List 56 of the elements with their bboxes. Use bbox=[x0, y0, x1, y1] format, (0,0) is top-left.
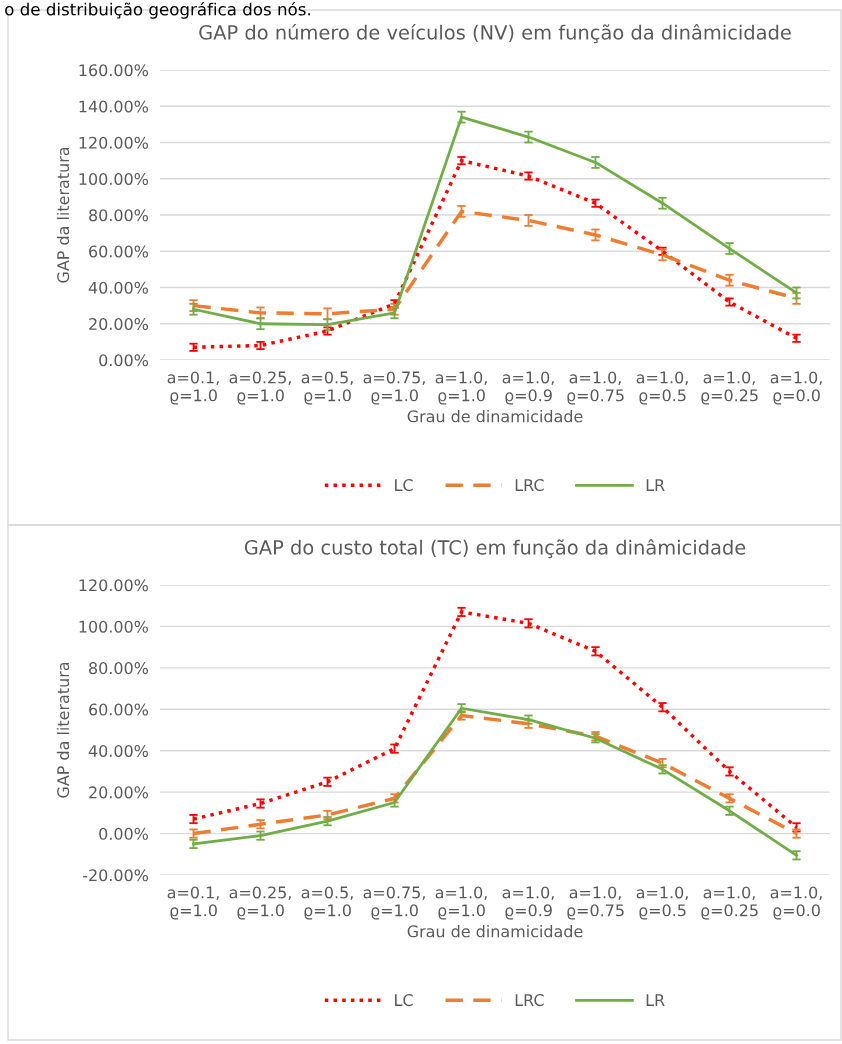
x-tick-label: a=0.25, ϱ=1.0 bbox=[229, 886, 291, 920]
x-tick-label: a=0.1, ϱ=1.0 bbox=[167, 886, 219, 920]
y-tick-label: 120.00% bbox=[79, 579, 149, 592]
legend-label: LRC bbox=[515, 479, 544, 492]
x-tick-label: a=0.25, ϱ=1.0 bbox=[229, 371, 291, 405]
line-series bbox=[192, 706, 798, 857]
legend-label: LC bbox=[395, 994, 413, 1007]
x-axis-title: Grau de dinamicidade bbox=[407, 925, 583, 938]
y-tick-label: 80.00% bbox=[89, 209, 149, 222]
x-tick-label: a=1.0, ϱ=0.25 bbox=[701, 886, 758, 920]
line-series bbox=[191, 209, 799, 316]
x-tick-label: a=1.0, ϱ=0.75 bbox=[567, 371, 624, 405]
x-tick-label: a=1.0, ϱ=0.5 bbox=[636, 886, 688, 920]
y-tick-label: 100.00% bbox=[79, 172, 149, 186]
y-tick-label: 100.00% bbox=[79, 620, 149, 633]
x-tick-label: a=1.0, ϱ=0.75 bbox=[567, 886, 624, 920]
y-tick-label: 40.00% bbox=[88, 281, 149, 294]
y-tick-label: 0.00% bbox=[99, 354, 149, 367]
x-tick-label: a=1.0, ϱ=0.9 bbox=[502, 886, 554, 920]
legend-label: LR bbox=[646, 479, 665, 491]
line-series bbox=[192, 115, 798, 327]
line-series bbox=[191, 158, 799, 350]
y-tick-label: 60.00% bbox=[89, 703, 149, 716]
y-tick-label: 140.00% bbox=[79, 100, 149, 113]
line-series bbox=[191, 713, 799, 836]
legend-label: LR bbox=[646, 994, 665, 1006]
x-tick-label: a=1.0, ϱ=0.0 bbox=[770, 371, 822, 405]
x-tick-label: a=0.5, ϱ=1.0 bbox=[301, 886, 353, 920]
x-tick-label: a=1.0, ϱ=0.5 bbox=[636, 371, 688, 405]
legend-label: LC bbox=[395, 479, 413, 492]
y-axis-title: GAP da literatura bbox=[56, 147, 70, 283]
y-tick-label: 0.00% bbox=[99, 827, 149, 840]
x-tick-label: a=1.0, ϱ=1.0 bbox=[435, 371, 487, 405]
legend-label: LRC bbox=[515, 994, 544, 1007]
chart-title: GAP do número de veículos (NV) em função da dinâmicidade bbox=[199, 23, 791, 44]
y-tick-label: 40.00% bbox=[88, 744, 149, 758]
line-series bbox=[191, 610, 799, 830]
y-axis-title: GAP da literatura bbox=[56, 662, 70, 798]
x-tick-label: a=1.0, ϱ=0.0 bbox=[770, 886, 822, 920]
y-tick-label: 160.00% bbox=[79, 64, 149, 77]
y-tick-label: 80.00% bbox=[89, 662, 149, 675]
y-tick-label: 20.00% bbox=[89, 786, 149, 799]
y-tick-label: 60.00% bbox=[89, 245, 149, 258]
x-tick-label: a=1.0, ϱ=0.25 bbox=[701, 371, 758, 405]
y-tick-label: -20.00% bbox=[83, 869, 149, 882]
x-axis-title: Grau de dinamicidade bbox=[407, 410, 583, 423]
text: o de distribuição geográfica dos nós. bbox=[5, 2, 310, 19]
x-tick-label: a=0.5, ϱ=1.0 bbox=[301, 371, 353, 405]
x-tick-label: a=1.0, ϱ=0.9 bbox=[502, 371, 554, 405]
chart-title: GAP do custo total (TC) em função da dinâmicidade bbox=[244, 538, 746, 559]
y-tick-label: 20.00% bbox=[89, 317, 149, 331]
x-tick-label: a=0.1, ϱ=1.0 bbox=[167, 371, 219, 405]
x-tick-label: a=1.0, ϱ=1.0 bbox=[435, 886, 487, 920]
x-tick-label: a=0.75, ϱ=1.0 bbox=[363, 371, 425, 405]
y-tick-label: 120.00% bbox=[79, 136, 149, 149]
x-tick-label: a=0.75, ϱ=1.0 bbox=[363, 886, 425, 920]
